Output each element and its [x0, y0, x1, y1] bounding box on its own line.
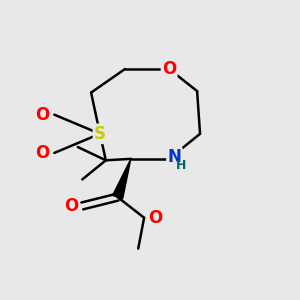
Text: O: O	[148, 209, 162, 227]
Text: S: S	[94, 125, 106, 143]
Text: N: N	[167, 148, 182, 166]
Polygon shape	[112, 159, 131, 199]
Text: O: O	[35, 106, 49, 124]
Text: O: O	[35, 144, 49, 162]
Text: H: H	[176, 159, 187, 172]
Text: O: O	[162, 60, 176, 78]
Text: O: O	[64, 197, 78, 215]
